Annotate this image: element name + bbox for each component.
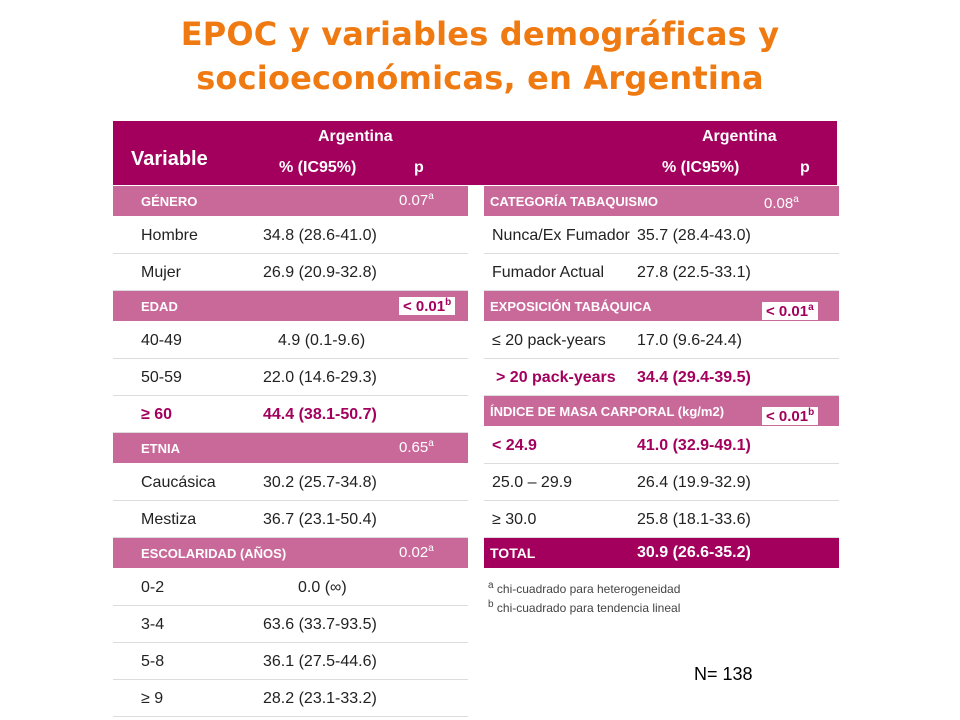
header-right-p: p (800, 159, 810, 176)
section-imc: ÍNDICE DE MASA CARPORAL (kg/m2) < 0.01b (484, 396, 839, 426)
header-variable: Variable (131, 148, 208, 170)
table-header: Variable Argentina % (IC95%) p Argentina… (113, 121, 837, 185)
total-value: 30.9 (26.6-35.2) (637, 544, 751, 561)
table-row: < 24.9 41.0 (32.9-49.1) (484, 427, 839, 464)
section-label: ETNIA (141, 441, 180, 456)
total-label: TOTAL (490, 545, 536, 561)
total-row: TOTAL 30.9 (26.6-35.2) (484, 538, 839, 568)
sample-size: N= 138 (694, 664, 753, 684)
table-row: ≤ 20 pack-years 17.0 (9.6-24.4) (484, 322, 839, 359)
table-row: Caucásica 30.2 (25.7-34.8) (113, 464, 468, 501)
header-left-p: p (414, 159, 424, 176)
section-p: 0.02a (399, 543, 434, 561)
table-row: ≥ 30.0 25.8 (18.1-33.6) (484, 501, 839, 538)
table-row: > 20 pack-years 34.4 (29.4-39.5) (484, 359, 839, 396)
section-etnia: ETNIA 0.65a (113, 433, 468, 463)
section-p: 0.07a (399, 191, 434, 209)
table-row: ≥ 60 44.4 (38.1-50.7) (113, 396, 468, 433)
table-row: ≥ 9 28.2 (23.1-33.2) (113, 680, 468, 717)
section-label: ESCOLARIDAD (AÑOS) (141, 546, 287, 561)
table-row: Fumador Actual 27.8 (22.5-33.1) (484, 254, 839, 291)
section-label: GÉNERO (141, 194, 198, 209)
table-row: Mestiza 36.7 (23.1-50.4) (113, 501, 468, 538)
title-line-1: EPOC y variables demográficas y (180, 15, 780, 53)
table-row: 5-8 36.1 (27.5-44.6) (113, 643, 468, 680)
section-p: < 0.01a (762, 302, 818, 320)
section-tabaquismo: CATEGORÍA TABAQUISMO 0.08a (484, 186, 839, 216)
section-label: ÍNDICE DE MASA CARPORAL (kg/m2) (490, 404, 725, 419)
section-escolaridad: ESCOLARIDAD (AÑOS) 0.02a (113, 538, 468, 568)
section-p: < 0.01b (399, 297, 456, 315)
title-line-2: socioeconómicas, en Argentina (196, 59, 764, 97)
left-table: GÉNERO 0.07a Hombre 34.8 (28.6-41.0) Muje… (113, 186, 468, 717)
footnote-b: b chi-cuadrado para tendencia lineal (488, 599, 681, 615)
section-label: EDAD (141, 299, 178, 314)
header-right-country: Argentina (702, 128, 777, 145)
section-genero: GÉNERO 0.07a (113, 186, 468, 216)
table-row: 3-4 63.6 (33.7-93.5) (113, 606, 468, 643)
table-row: 0-2 0.0 (∞) (113, 569, 468, 606)
section-p: < 0.01b (762, 407, 819, 425)
section-p: 0.08a (764, 194, 799, 212)
header-left-country: Argentina (318, 128, 393, 145)
header-left-stat: % (IC95%) (279, 159, 357, 176)
section-exposicion: EXPOSICIÓN TABÁQUICA < 0.01a (484, 291, 839, 321)
table-row: Mujer 26.9 (20.9-32.8) (113, 254, 468, 291)
footnote-a: a chi-cuadrado para heterogeneidad (488, 580, 681, 596)
section-edad: EDAD < 0.01b (113, 291, 468, 321)
table-row: 50-59 22.0 (14.6-29.3) (113, 359, 468, 396)
section-label: CATEGORÍA TABAQUISMO (490, 194, 659, 209)
table-row: Hombre 34.8 (28.6-41.0) (113, 217, 468, 254)
header-right-stat: % (IC95%) (662, 159, 740, 176)
table-row: Nunca/Ex Fumador 35.7 (28.4-43.0) (484, 217, 839, 254)
table-row: 25.0 – 29.9 26.4 (19.9-32.9) (484, 464, 839, 501)
section-label: EXPOSICIÓN TABÁQUICA (490, 299, 652, 314)
page-title: EPOC y variables demográficas y socioeco… (0, 12, 960, 100)
right-table: CATEGORÍA TABAQUISMO 0.08a Nunca/Ex Fuma… (484, 186, 839, 568)
table-row: 40-49 4.9 (0.1-9.6) (113, 322, 468, 359)
footnotes: a chi-cuadrado para heterogeneidad b chi… (488, 578, 680, 616)
section-p: 0.65a (399, 438, 434, 456)
